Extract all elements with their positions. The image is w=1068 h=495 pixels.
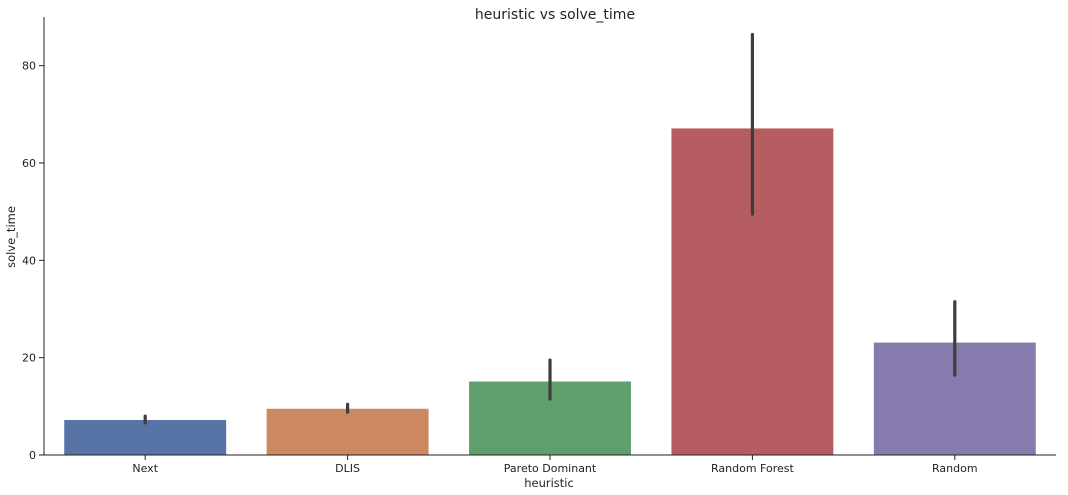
chart-title: heuristic vs solve_time xyxy=(475,7,635,23)
y-tick-label: 0 xyxy=(29,449,36,462)
bar xyxy=(266,408,429,455)
x-tick-label: DLIS xyxy=(335,462,360,475)
y-tick-label: 80 xyxy=(22,60,36,73)
x-tick-label: Pareto Dominant xyxy=(504,462,597,475)
y-axis-ticks: 0 20 40 60 80 xyxy=(22,60,44,462)
x-tick-label: Random Forest xyxy=(711,462,794,475)
error-bars-layer xyxy=(143,32,957,425)
y-axis-label: solve_time xyxy=(4,206,18,268)
x-axis-ticks: Next DLIS Pareto Dominant Random Forest Rand… xyxy=(132,455,978,475)
bar xyxy=(64,419,227,455)
bars-layer xyxy=(64,128,1036,456)
y-tick-label: 20 xyxy=(22,352,36,365)
x-tick-label: Random xyxy=(932,462,978,475)
y-tick-label: 40 xyxy=(22,254,36,267)
x-axis-label: heuristic xyxy=(524,476,574,490)
y-tick-label: 60 xyxy=(22,157,36,170)
x-tick-label: Next xyxy=(132,462,158,475)
